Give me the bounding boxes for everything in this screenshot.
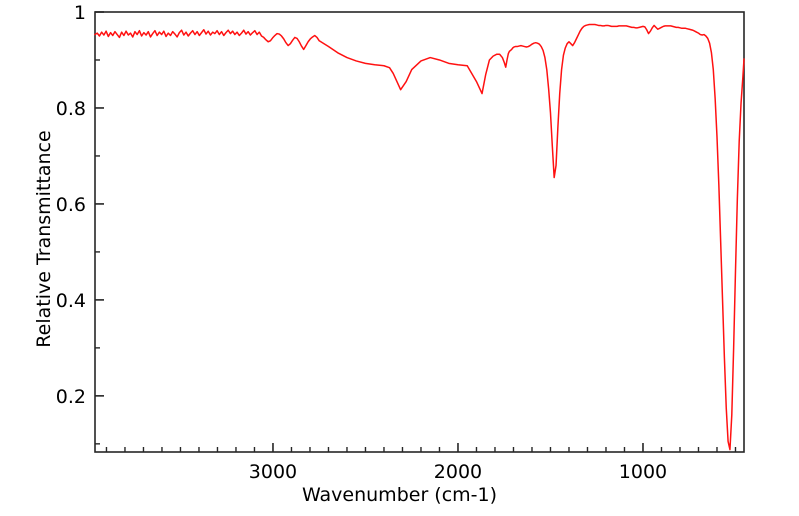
- x-tick-label: 3000: [249, 461, 297, 483]
- x-tick-label: 1000: [619, 461, 667, 483]
- x-axis-title: Wavenumber (cm-1): [301, 484, 498, 506]
- y-tick-label: 0.8: [56, 98, 86, 120]
- y-axis-tick-labels: 1 0.8 0.6 0.4 0.2: [56, 2, 86, 408]
- x-tick-label: 2000: [434, 461, 482, 483]
- y-tick-label: 0.2: [56, 386, 86, 408]
- spectrum-series-group: [94, 23, 745, 451]
- y-tick-label: 0.4: [56, 290, 86, 312]
- axes-frame: [94, 11, 745, 453]
- x-axis-ticks: [105, 443, 737, 452]
- y-axis-ticks: [95, 11, 104, 445]
- x-axis-tick-labels: 3000 2000 1000: [249, 461, 667, 483]
- plot-border: [94, 11, 745, 453]
- y-axis-title: Relative Transmittance: [33, 130, 55, 348]
- y-tick-label: 1: [74, 2, 86, 24]
- spectrum-line: [94, 23, 745, 451]
- y-tick-label: 0.6: [56, 194, 86, 216]
